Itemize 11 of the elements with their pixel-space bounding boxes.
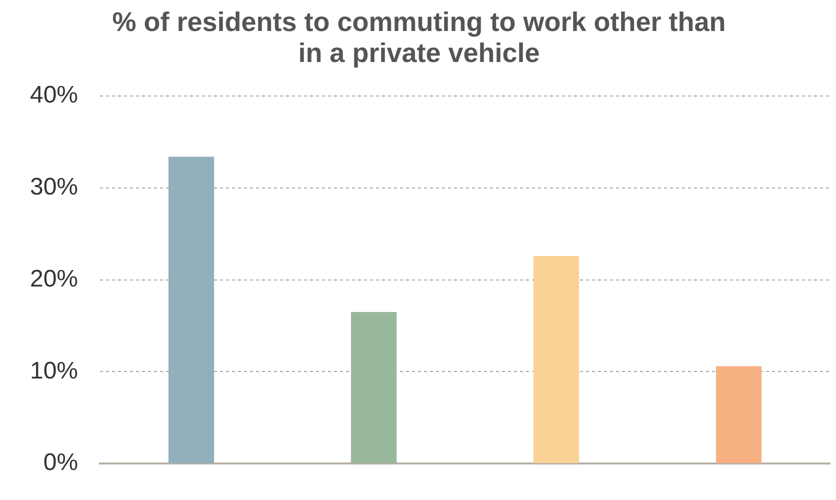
bar bbox=[716, 366, 762, 464]
y-tick-label: 20% bbox=[30, 265, 78, 292]
bar bbox=[533, 256, 580, 464]
y-tick-label: 30% bbox=[30, 174, 78, 201]
text: in a private vehicle bbox=[298, 38, 540, 68]
bar bbox=[350, 312, 397, 464]
bar bbox=[168, 156, 214, 464]
y-tick-label: 10% bbox=[30, 357, 78, 384]
y-tick-label: 40% bbox=[30, 82, 78, 109]
text: % of residents to commuting to work other than bbox=[112, 6, 726, 37]
y-tick-label: 0% bbox=[43, 449, 78, 476]
